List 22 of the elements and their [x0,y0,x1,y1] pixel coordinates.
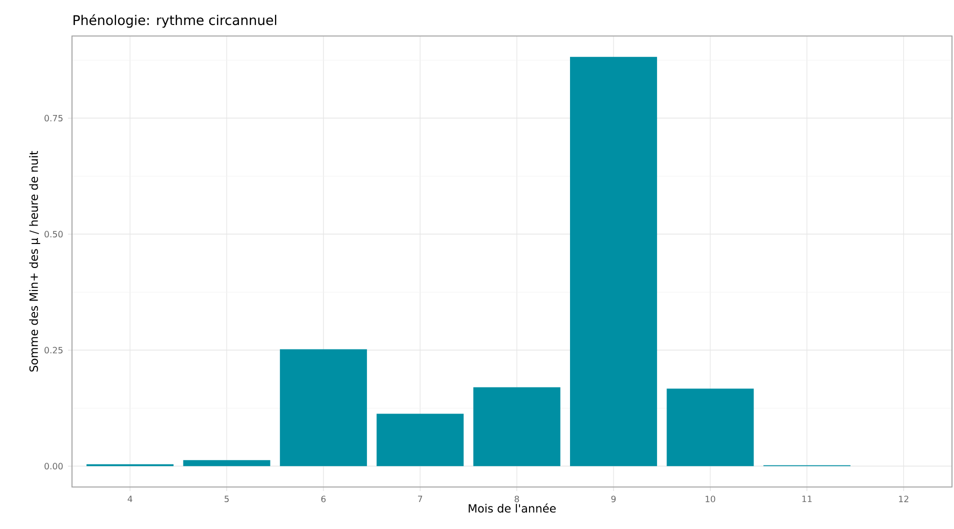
x-tick-label: 11 [802,496,812,502]
y-tick-label: 0.50 [44,230,63,238]
x-tick-label: 8 [514,496,519,502]
bar [280,349,367,466]
bar [376,414,464,466]
y-tick-label: 0.25 [44,346,63,354]
x-tick-label: 6 [321,496,326,502]
y-tick-label: 0.00 [44,462,63,470]
x-tick-label: 4 [128,496,132,502]
x-tick-label: 7 [418,496,422,502]
x-axis-title: Mois de l'année [468,503,556,513]
y-tick-label: 0.75 [44,114,63,122]
x-tick-label: 9 [611,496,616,502]
bar [183,460,270,466]
y-axis-title: Somme des Min+ des µ / heure de nuit [29,150,40,372]
chart-title: Phénologie: rythme circannuel [74,14,276,28]
bar [570,56,658,466]
x-tick-label: 12 [899,496,908,502]
x-tick-label: 10 [706,496,716,502]
x-tick-label: 5 [224,496,229,502]
bar [473,387,560,466]
bar [666,388,754,466]
